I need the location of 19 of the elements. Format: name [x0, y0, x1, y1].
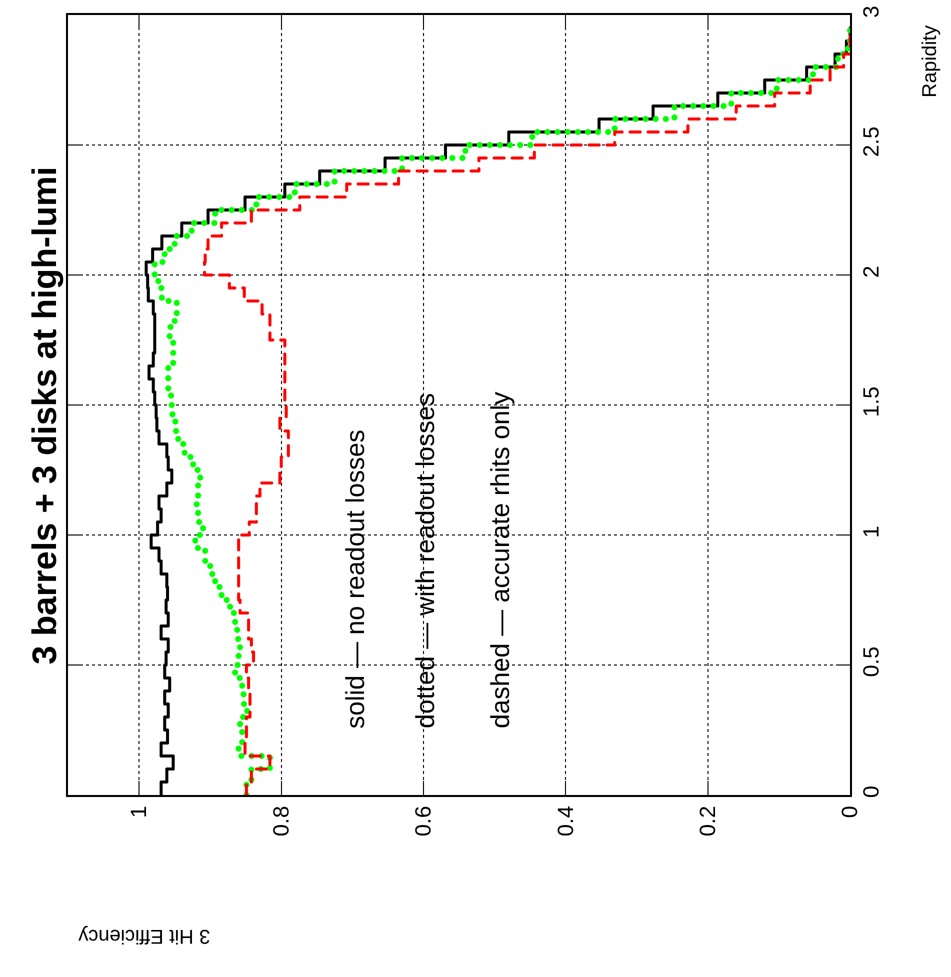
x-tick-label: 0.2: [694, 806, 720, 836]
y-tick-label: 2.5: [858, 126, 884, 157]
x-tick-label: 0.6: [410, 806, 436, 836]
annotation: dashed — accurate rhits only: [484, 392, 515, 728]
y-tick-label: 2: [858, 266, 884, 278]
x-tick-label: 1: [126, 806, 152, 818]
x-tick-label: 0.4: [552, 806, 578, 836]
text: 3 barrels + 3 disks at high-lumi: [26, 166, 64, 664]
y-tick-label: 3: [858, 6, 884, 18]
x-tick-label: 0: [837, 806, 862, 818]
y-tick-label: 1: [858, 526, 884, 538]
x-axis-title: 3 Hit Efficiency: [78, 924, 210, 947]
x-tick-label: 0.8: [268, 806, 294, 836]
y-axis-title: Rapidity: [918, 25, 941, 98]
annotation: dotted — with readout losses: [410, 393, 440, 728]
y-tick-label: 0: [858, 786, 884, 798]
annotation: solid — no readout losses: [340, 430, 370, 729]
y-tick-label: 0.5: [858, 646, 884, 677]
y-tick-label: 1.5: [858, 386, 884, 417]
